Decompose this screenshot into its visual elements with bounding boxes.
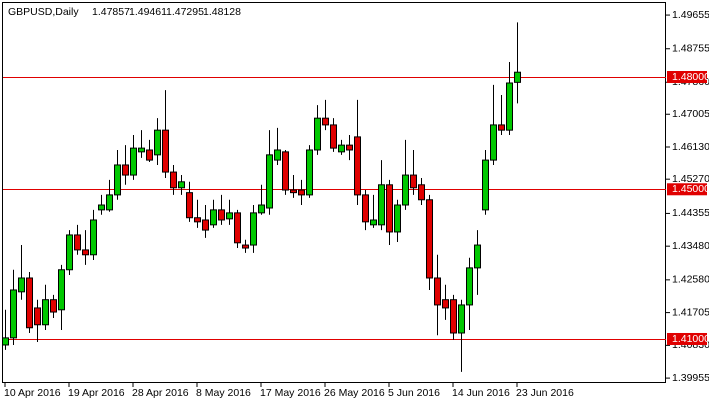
candle-body xyxy=(18,277,25,293)
candle-body xyxy=(330,124,337,149)
candle-body xyxy=(10,289,17,339)
ohlc-low: 1.47295 xyxy=(166,6,204,18)
y-tick-label: 1.43480 xyxy=(672,240,709,252)
level-label: 1.41000 xyxy=(672,333,709,345)
y-tick-label: 1.48755 xyxy=(672,43,709,55)
ohlc-open: 1.47857 xyxy=(92,6,130,18)
candle-body xyxy=(34,307,41,326)
candle-body xyxy=(338,144,345,153)
candle-body xyxy=(106,194,113,211)
candle-body xyxy=(42,299,49,326)
candle-body xyxy=(442,299,449,309)
x-tick-label: 10 Apr 2016 xyxy=(4,387,61,399)
y-tick-label: 1.47005 xyxy=(672,108,709,120)
x-tick-label: 14 Jun 2016 xyxy=(452,387,510,399)
y-tick-label: 1.45270 xyxy=(672,173,709,185)
candle-body xyxy=(66,234,73,271)
y-tick-label: 1.49655 xyxy=(672,9,709,21)
candle-body xyxy=(370,219,377,226)
y-tick-label: 1.41705 xyxy=(672,306,709,318)
candle-body xyxy=(58,269,65,311)
x-tick-label: 28 Apr 2016 xyxy=(132,387,189,399)
candle-body xyxy=(218,209,225,221)
candle-body xyxy=(138,147,145,153)
candle-body xyxy=(410,174,417,189)
candle-body xyxy=(498,124,505,131)
candle-body xyxy=(82,249,89,256)
candle-body xyxy=(290,189,297,194)
candle-body xyxy=(74,234,81,251)
candle-body xyxy=(90,219,97,256)
candle-body xyxy=(210,209,217,226)
ohlc-close: 1.48128 xyxy=(203,6,241,18)
y-tick-label: 1.39955 xyxy=(672,372,709,384)
candle-body xyxy=(378,184,385,226)
candle-body xyxy=(306,149,313,196)
candle-body xyxy=(458,304,465,334)
candle-body xyxy=(506,82,513,131)
candle-body xyxy=(402,174,409,206)
candle-body xyxy=(50,299,57,313)
x-tick-label: 17 May 2016 xyxy=(260,387,321,399)
candle-body xyxy=(202,219,209,231)
candle-body xyxy=(386,184,393,233)
level-label-box xyxy=(667,332,707,345)
y-tick-label: 1.44355 xyxy=(672,207,709,219)
y-tick-label: 1.42580 xyxy=(672,274,709,286)
candle-body xyxy=(186,192,193,219)
x-tick-label: 26 May 2016 xyxy=(324,387,385,399)
x-tick-label: 8 May 2016 xyxy=(196,387,251,399)
candle-body xyxy=(466,267,473,306)
candle-body xyxy=(242,244,249,249)
candle-body xyxy=(130,147,137,176)
plot-frame xyxy=(2,2,666,383)
candle-body xyxy=(450,299,457,334)
level-label: 1.48000 xyxy=(672,71,709,83)
candle-body xyxy=(170,171,177,189)
candle-body xyxy=(98,204,105,211)
candle-body xyxy=(154,129,161,156)
candle-body xyxy=(274,149,281,161)
candle-body xyxy=(426,199,433,279)
candle-body xyxy=(514,71,521,83)
candle-body xyxy=(114,164,121,196)
candle-body xyxy=(122,164,129,176)
chart-title: GBPUSD,Daily xyxy=(8,6,79,18)
candle-body xyxy=(346,144,353,151)
candle-body xyxy=(434,277,441,306)
candle-body xyxy=(322,117,329,126)
candle-body xyxy=(162,129,169,173)
candle-body xyxy=(258,204,265,214)
x-tick-label: 5 Jun 2016 xyxy=(388,387,440,399)
level-label-box xyxy=(667,183,707,196)
y-tick-label: 1.46130 xyxy=(672,141,709,153)
candle-body xyxy=(26,277,33,329)
x-tick-label: 23 Jun 2016 xyxy=(516,387,574,399)
candle-body xyxy=(194,217,201,223)
candle-body xyxy=(298,189,305,196)
candle-body xyxy=(394,204,401,233)
candle-body xyxy=(490,124,497,161)
candle-body xyxy=(266,154,273,209)
candle-body xyxy=(418,184,425,201)
ohlc-high: 1.49461 xyxy=(129,6,167,18)
candle-body xyxy=(362,194,369,223)
candle-body xyxy=(146,149,153,161)
candle-body xyxy=(314,117,321,151)
level-label: 1.45000 xyxy=(672,183,709,195)
candle-body xyxy=(250,212,257,246)
candle-body xyxy=(234,212,241,244)
candle-body xyxy=(178,181,185,189)
x-tick-label: 19 Apr 2016 xyxy=(68,387,125,399)
candle-body xyxy=(2,337,9,346)
candle-body xyxy=(282,151,289,191)
candle-body xyxy=(474,244,481,269)
candle-body xyxy=(226,212,233,220)
candle-body xyxy=(354,136,361,196)
candle-body xyxy=(482,159,489,211)
level-label-box xyxy=(667,71,707,84)
